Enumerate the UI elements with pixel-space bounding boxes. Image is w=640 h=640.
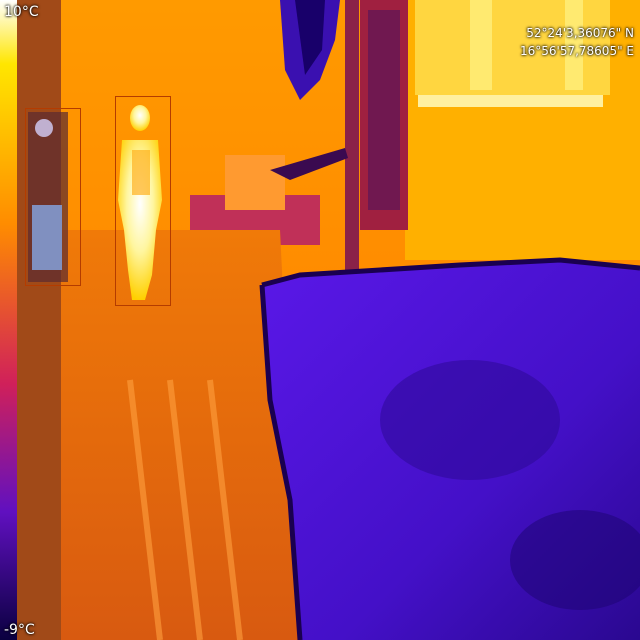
- cyclist-detection-box: [25, 108, 81, 286]
- lawn-edge-left: [259, 284, 303, 640]
- lawn-edge: [261, 257, 640, 288]
- gps-longitude: 16°56'57,78605" E: [519, 44, 634, 58]
- pedestrian-body: [118, 140, 162, 300]
- pillar-shade: [368, 10, 400, 210]
- left-wall-shade: [17, 0, 61, 640]
- branch: [270, 148, 348, 180]
- road-texture: [127, 379, 243, 640]
- tree-foliage-core: [295, 0, 325, 75]
- temperature-max-label: 10°C: [4, 4, 39, 20]
- pedestrian-detection-box: [115, 96, 171, 306]
- window-frame: [470, 0, 492, 90]
- road-surface: [60, 230, 300, 640]
- temperature-min-label: -9°C: [4, 622, 35, 638]
- cyclist-legs: [32, 205, 62, 270]
- lawn-cold-patch-2: [510, 510, 640, 610]
- lawn-cold-patch: [380, 360, 560, 480]
- vehicle-body: [225, 155, 285, 210]
- gps-latitude: 52°24'3,36076" N: [526, 26, 634, 40]
- pedestrian-jacket: [132, 150, 150, 195]
- gps-readout: 52°24'3,36076" N 16°56'57,78605" E: [514, 24, 634, 64]
- window-sill: [418, 95, 603, 107]
- pedestrian-head: [130, 105, 150, 131]
- cyclist-head: [35, 119, 53, 137]
- temperature-scale-bar: [0, 0, 17, 640]
- window-frame-2: [565, 0, 583, 90]
